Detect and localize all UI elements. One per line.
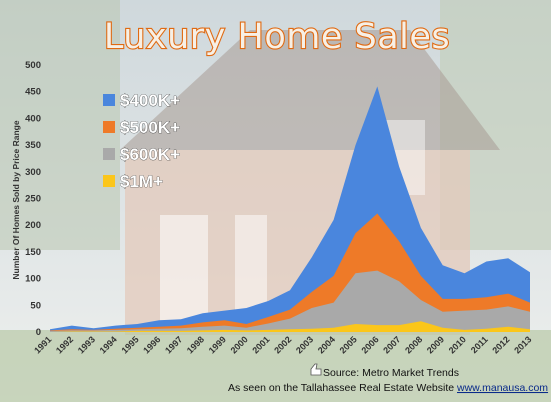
legend-label: $500K+ [120,118,180,137]
y-tick-label: 450 [25,87,41,98]
y-tick-label: 200 [25,220,41,231]
y-tick-label: 300 [25,167,41,178]
legend: $400K+ $500K+ $600K+ $1M+ [103,91,180,191]
source-note: Source: Metro Market Trends [323,367,459,379]
website-note: As seen on the Tallahassee Real Estate W… [228,382,548,394]
y-tick-label: 500 [25,60,41,71]
legend-label: $600K+ [120,145,180,164]
website-link[interactable]: www.manausa.com [456,382,548,394]
legend-swatch [103,121,115,133]
y-axis-label: Number Of Homes Sold by Price Range [11,120,21,279]
legend-swatch [103,148,115,160]
y-tick-label: 350 [25,140,41,151]
y-axis-ticks: 0 50 100 150 200 250 300 350 400 450 500 [25,60,41,338]
area-4 [50,321,530,332]
website-prefix: As seen on the Tallahassee Real Estate W… [228,382,457,394]
legend-label: $400K+ [120,91,180,110]
y-tick-label: 100 [25,274,41,285]
chart-title: Luxury Home Sales [104,17,450,57]
y-tick-label: 50 [30,300,41,311]
legend-swatch [103,175,115,187]
y-tick-label: 0 [36,327,41,338]
y-tick-label: 250 [25,194,41,205]
source-icon [310,363,322,376]
area-3 [50,270,530,332]
legend-label: $1M+ [120,172,163,191]
legend-swatch [103,94,115,106]
y-tick-label: 150 [25,247,41,258]
y-tick-label: 400 [25,113,41,124]
area-series [50,86,530,333]
